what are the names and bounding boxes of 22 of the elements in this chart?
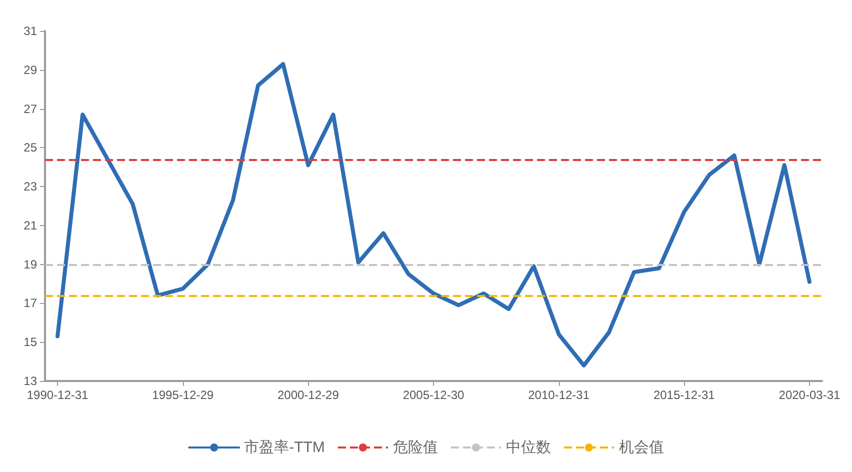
y-tick-label: 17	[24, 296, 38, 310]
y-tick-label: 31	[24, 24, 38, 38]
legend-label: 机会值	[618, 439, 664, 456]
legend-label: 中位数	[506, 439, 551, 456]
y-tick-label: 19	[24, 257, 38, 272]
y-tick-label: 15	[24, 335, 38, 350]
legend-label: 市盈率-TTM	[244, 439, 325, 456]
legend-label: 危险值	[392, 439, 438, 456]
x-tick-label: 2005-12-30	[402, 388, 465, 402]
y-tick-label: 23	[24, 180, 38, 194]
x-tick-label: 1995-12-29	[152, 388, 214, 402]
y-tick-label: 29	[24, 62, 38, 77]
x-tick-label: 2015-12-31	[653, 388, 716, 402]
y-tick-label: 25	[24, 140, 38, 155]
x-tick-label: 2000-12-29	[277, 388, 340, 402]
y-tick-label: 21	[24, 218, 38, 232]
x-tick-label: 2010-12-31	[528, 388, 590, 402]
y-tick-label: 13	[24, 374, 38, 388]
y-tick-label: 27	[24, 102, 38, 116]
line-series	[56, 62, 812, 368]
x-tick-label: 2020-03-31	[778, 388, 840, 402]
x-tick-label: 1990-12-31	[26, 388, 89, 402]
